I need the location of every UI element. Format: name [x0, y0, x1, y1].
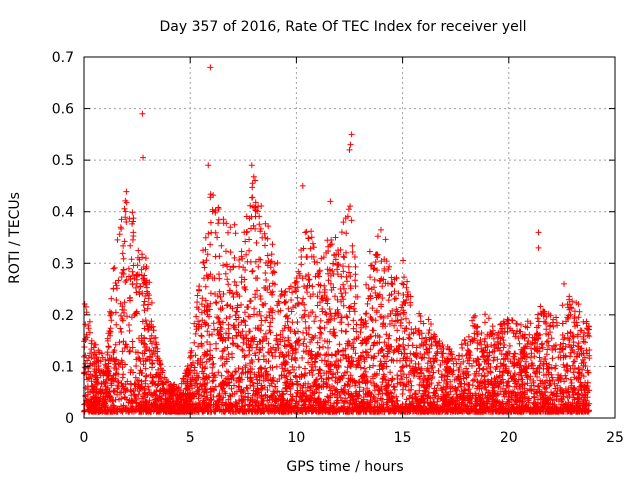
y-tick-label: 0.7: [52, 50, 74, 66]
x-axis-label: GPS time / hours: [286, 459, 403, 475]
x-tick-label: 10: [287, 430, 305, 446]
x-tick-label: 25: [606, 430, 624, 446]
outlier-point: [347, 141, 354, 148]
outlier-point: [346, 146, 353, 153]
outlier-point: [207, 64, 214, 71]
outlier-point: [299, 182, 306, 189]
outlier-point: [535, 244, 542, 251]
y-tick-label: 0.4: [52, 205, 74, 221]
x-tick-label: 5: [186, 430, 195, 446]
outlier-point: [561, 280, 568, 287]
y-tick-label: 0: [65, 411, 74, 427]
x-tick-label: 20: [500, 430, 518, 446]
axis-ticks: 0 0.1 0.2 0.3 0.4 0.5 0.6 0.7 0 5 10 15 20 25: [52, 50, 624, 446]
outlier-point: [535, 229, 542, 236]
y-tick-label: 0.3: [52, 256, 74, 272]
outlier-point: [140, 154, 147, 161]
data-points: [81, 64, 593, 415]
outlier-point: [205, 162, 212, 169]
data-point-cloud: [81, 173, 593, 415]
y-tick-label: 0.6: [52, 102, 74, 118]
outlier-point: [139, 110, 146, 117]
x-tick-label: 15: [394, 430, 412, 446]
outlier-point: [327, 198, 334, 205]
y-tick-label: 0.5: [52, 153, 74, 169]
y-tick-label: 0.1: [52, 359, 74, 375]
chart-title: Day 357 of 2016, Rate Of TEC Index for r…: [159, 19, 526, 35]
x-tick-label: 0: [80, 430, 89, 446]
y-tick-label: 0.2: [52, 308, 74, 324]
outlier-point: [248, 162, 255, 169]
plot-frame: [83, 56, 616, 419]
y-axis-label: ROTI / TECUs: [7, 192, 23, 284]
outlier-point: [348, 131, 355, 138]
